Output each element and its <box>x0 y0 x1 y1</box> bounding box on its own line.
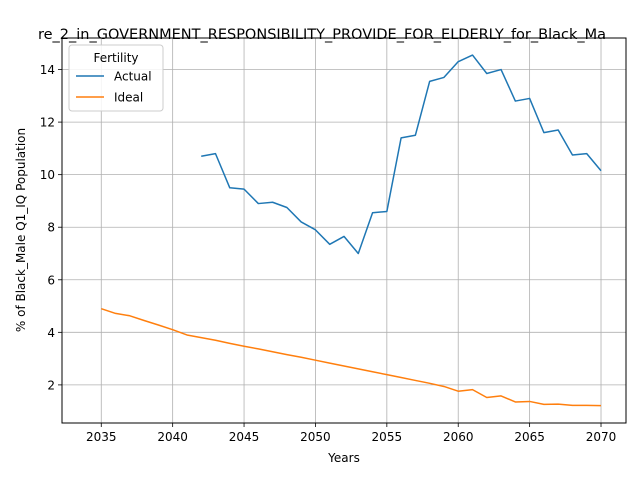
series-line-ideal <box>101 307 602 407</box>
x-tick-label: 2065 <box>514 430 545 444</box>
y-tick-label: 6 <box>47 273 55 287</box>
x-tick-label: 2045 <box>229 430 260 444</box>
legend-box <box>68 44 164 112</box>
x-tick-label: 2040 <box>157 430 188 444</box>
y-tick-label: 2 <box>47 378 55 392</box>
x-tick-label: 2035 <box>86 430 117 444</box>
series-line-actual <box>201 54 602 255</box>
y-tick-label: 14 <box>40 63 55 77</box>
y-tick-label: 10 <box>40 168 55 182</box>
plot-frame <box>61 37 627 424</box>
gridlines <box>62 38 626 423</box>
x-axis-label: Years <box>327 451 360 465</box>
y-axis-ticks: 2 4 6 8 10 12 14 <box>40 63 62 392</box>
x-tick-label: 2060 <box>443 430 474 444</box>
legend: Fertility Actual Ideal <box>68 44 164 112</box>
x-tick-label: 2070 <box>586 430 617 444</box>
legend-title: Fertility <box>93 51 138 65</box>
y-tick-label: 12 <box>40 116 55 130</box>
legend-label-ideal: Ideal <box>114 91 143 105</box>
series-lines <box>101 54 602 407</box>
x-tick-label: 2050 <box>300 430 331 444</box>
y-tick-label: 4 <box>47 326 55 340</box>
y-axis-label: % of Black_Male Q1_IQ Population <box>14 128 28 332</box>
x-tick-label: 2055 <box>372 430 403 444</box>
chart-title: re_2_in_GOVERNMENT_RESPONSIBILITY_PROVID… <box>38 27 606 43</box>
legend-label-actual: Actual <box>114 70 152 84</box>
y-tick-label: 8 <box>47 221 55 235</box>
x-axis-ticks: 2035 2040 2045 2050 2055 2060 2065 2070 <box>86 423 616 444</box>
